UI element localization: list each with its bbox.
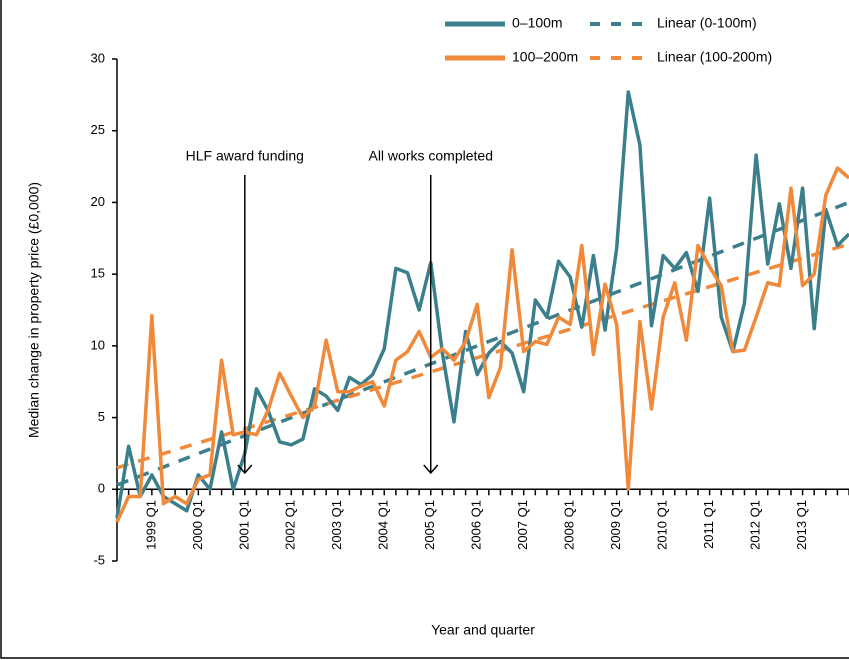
legend-label: 0–100m <box>512 15 563 31</box>
x-axis-label: Year and quarter <box>431 622 535 638</box>
legend-label: Linear (0-100m) <box>657 15 757 31</box>
x-tick-label: 2009 Q1 <box>608 500 623 550</box>
x-tick-label: 1999 Q1 <box>143 500 158 550</box>
x-tick-label: 2005 Q1 <box>422 500 437 550</box>
x-tick-label: 2000 Q1 <box>190 500 205 550</box>
x-tick-label: 2002 Q1 <box>283 500 298 550</box>
y-tick-label: 5 <box>98 409 105 424</box>
y-axis-label: Median change in property price (£0,000) <box>26 182 42 438</box>
annotation-text: HLF award funding <box>186 148 304 164</box>
x-tick-label: 2011 Q1 <box>701 500 716 549</box>
legend-label: 100–200m <box>512 49 578 65</box>
series-line <box>115 166 849 523</box>
x-tick-label: 2013 Q1 <box>794 500 809 550</box>
y-tick-label: 20 <box>91 194 105 209</box>
y-tick-label: 30 <box>91 50 105 65</box>
arrow-head <box>423 464 439 475</box>
y-tick-label: 25 <box>91 122 105 137</box>
y-tick-label: 0 <box>98 481 105 496</box>
y-tick-label: -5 <box>93 552 105 567</box>
y-tick-label: 15 <box>91 266 105 281</box>
x-tick-label: 2006 Q1 <box>469 500 484 550</box>
x-tick-label: 2007 Q1 <box>515 500 530 550</box>
y-tick-label: 10 <box>91 337 105 352</box>
arrow-head <box>237 464 253 475</box>
x-tick-label: 2012 Q1 <box>748 500 763 550</box>
x-tick-label: 2004 Q1 <box>376 500 391 550</box>
legend-label: Linear (100-200m) <box>657 49 772 65</box>
x-tick-label: 2010 Q1 <box>655 500 670 550</box>
x-tick-label: 2003 Q1 <box>329 500 344 550</box>
x-tick-label: 2001 Q1 <box>236 500 251 550</box>
x-tick-label: 2008 Q1 <box>562 500 577 550</box>
annotation-text: All works completed <box>368 148 493 164</box>
